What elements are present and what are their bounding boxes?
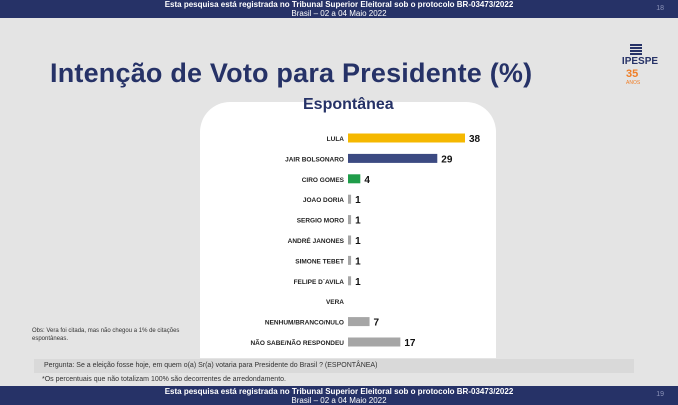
category-label: SIMONE TEBET <box>295 258 344 265</box>
data-label: 17 <box>404 338 416 349</box>
data-label: 1 <box>355 256 361 267</box>
bar <box>348 215 352 225</box>
data-label: 1 <box>355 277 361 288</box>
logo-years: ANOS <box>626 80 641 86</box>
top-banner-registration: Esta pesquisa está registrada no Tribuna… <box>164 0 514 9</box>
bar <box>348 194 352 204</box>
bottom-banner-date: Brasil – 02 a 04 Maio 2022 <box>291 396 387 405</box>
question-text: Pergunta: Se a eleição fosse hoje, em qu… <box>34 359 634 373</box>
bar <box>348 255 352 265</box>
bar <box>348 317 370 327</box>
page-title: Intenção de Voto para Presidente (%) <box>50 58 533 88</box>
bottom-banner-registration: Esta pesquisa está registrada no Tribuna… <box>164 387 514 396</box>
bar <box>348 133 465 143</box>
category-label: ANDRÉ JANONES <box>288 236 345 245</box>
category-label: NÃO SABE/NÃO RESPONDEU <box>250 338 344 347</box>
chart-panel <box>200 102 496 358</box>
rounding-note: *Os percentuais que não totalizam 100% s… <box>42 376 286 383</box>
bar <box>348 174 361 184</box>
logo-stripes-icon <box>630 44 642 56</box>
category-label: NENHUM/BRANCO/NULO <box>265 320 344 327</box>
ipespe-logo: IPESPE 35 ANOS <box>620 44 660 90</box>
data-label: 38 <box>469 134 481 145</box>
top-banner: Esta pesquisa está registrada no Tribuna… <box>0 0 678 18</box>
category-label: SERGIO MORO <box>297 218 344 225</box>
category-label: LULA <box>327 136 345 143</box>
bar <box>348 235 352 245</box>
observation-note: Obs: Vera foi citada, mas não chegou a 1… <box>32 328 180 342</box>
top-banner-date: Brasil – 02 a 04 Maio 2022 <box>291 9 387 18</box>
bar <box>348 337 401 347</box>
data-label: 1 <box>355 236 361 247</box>
bar <box>348 153 438 163</box>
data-label: 1 <box>355 216 361 227</box>
category-label: JOAO DORIA <box>303 197 344 204</box>
top-page-number: 18 <box>656 5 664 12</box>
category-label: FELIPE D´AVILA <box>294 279 345 286</box>
bar <box>348 276 352 286</box>
chart-subtitle: Espontânea <box>303 96 394 113</box>
logo-number: 35 <box>626 68 639 80</box>
category-label: CIRO GOMES <box>302 177 345 184</box>
bottom-page-number: 19 <box>656 391 664 398</box>
category-label: JAIR BOLSONARO <box>285 156 344 163</box>
data-label: 1 <box>355 195 361 206</box>
data-label: 4 <box>364 175 370 186</box>
data-label: 7 <box>374 318 380 329</box>
bottom-banner: Esta pesquisa está registrada no Tribuna… <box>0 386 678 405</box>
category-label: VERA <box>326 299 344 306</box>
data-label: 29 <box>441 154 453 165</box>
logo-name: IPESPE <box>621 56 659 67</box>
